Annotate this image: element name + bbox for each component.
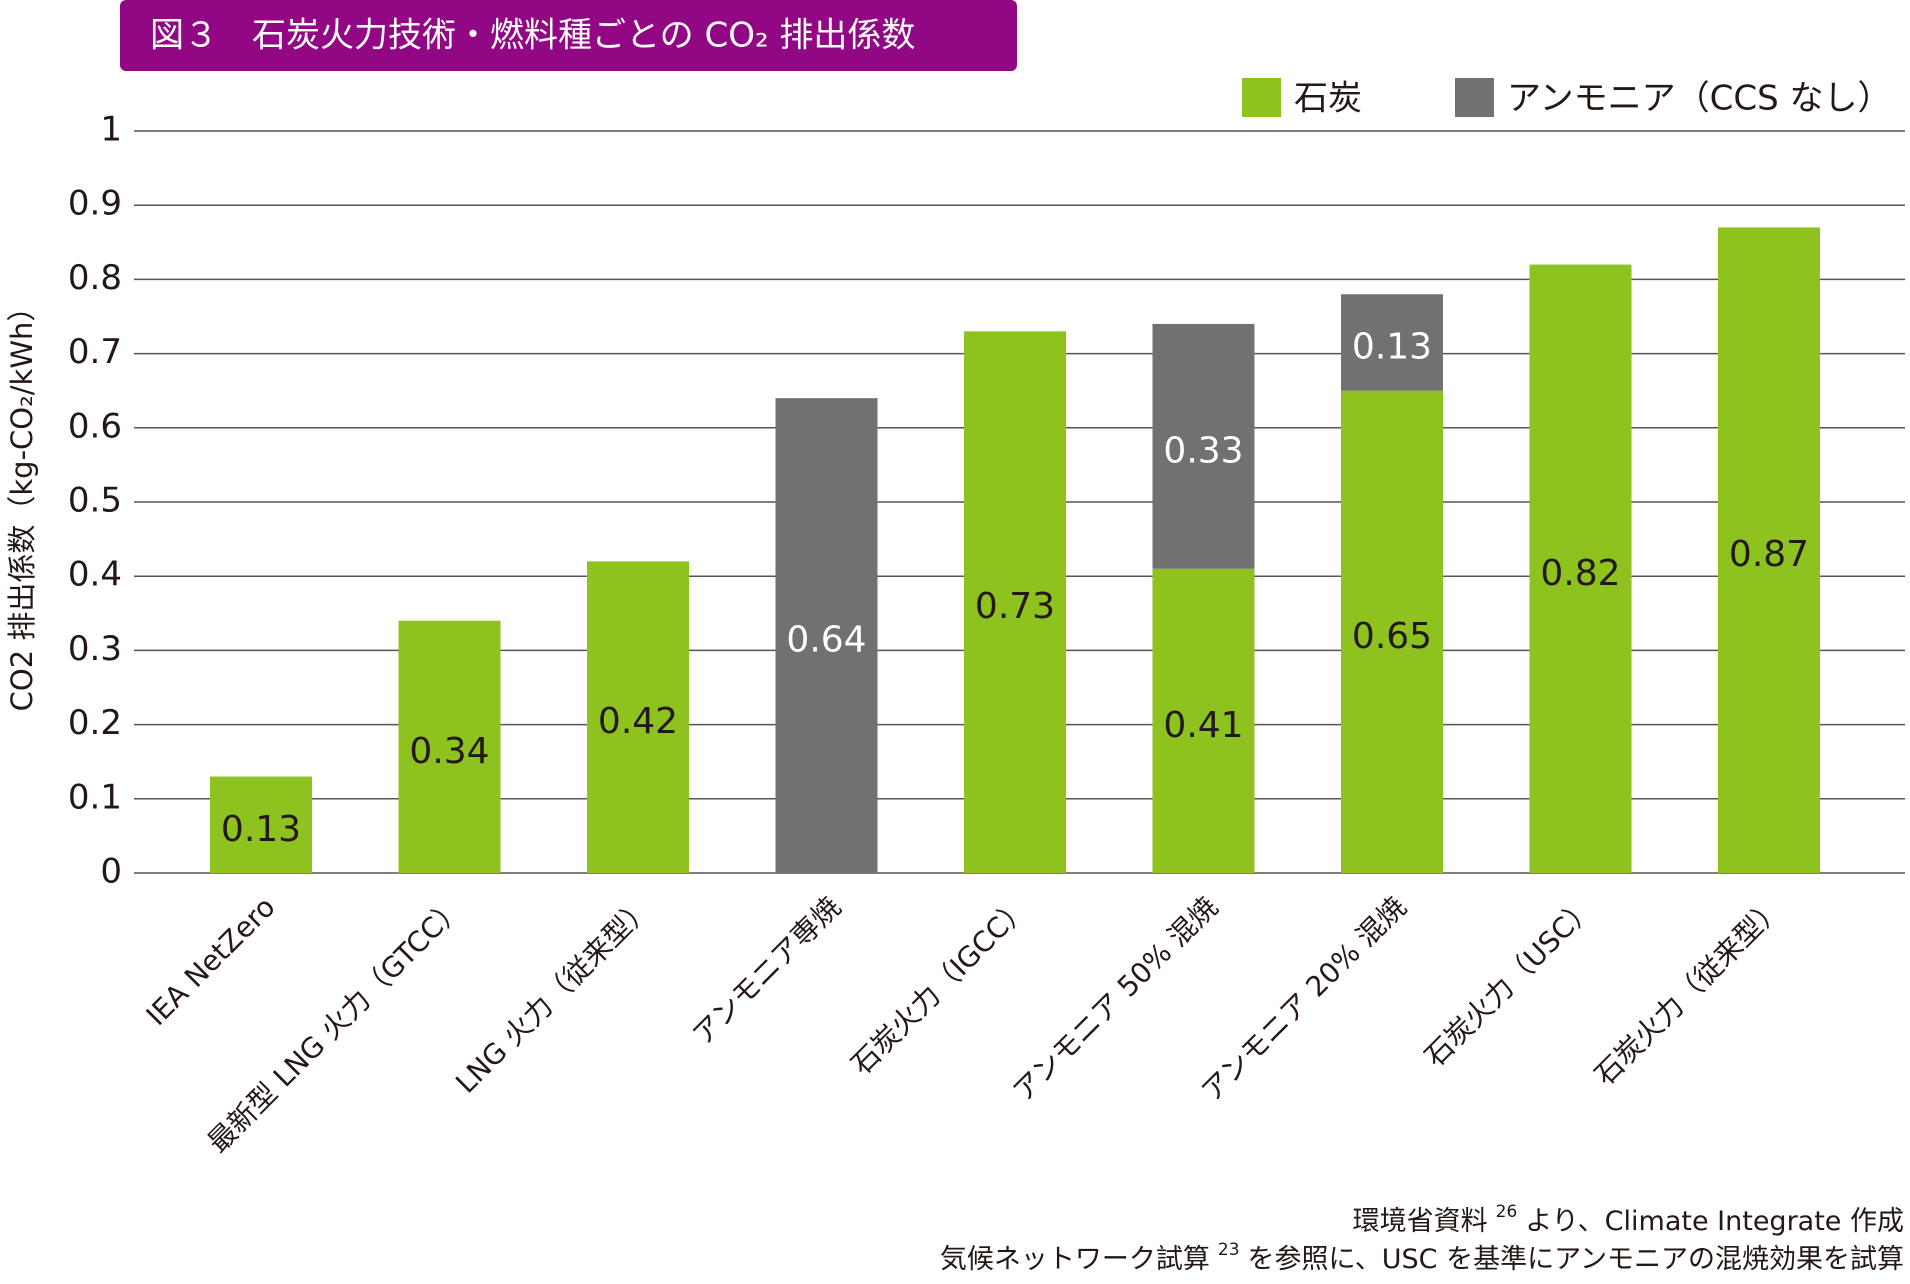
bar <box>1718 227 1820 873</box>
value-label: 0.13 <box>1352 326 1432 367</box>
bar <box>1341 294 1443 391</box>
value-label: 0.82 <box>1540 553 1620 594</box>
bar <box>1341 390 1443 873</box>
y-tick-label: 0 <box>100 852 122 892</box>
bar <box>398 620 501 873</box>
bar <box>1529 264 1632 873</box>
bar <box>587 561 689 873</box>
y-tick-label: 0.3 <box>68 629 122 669</box>
note-part: を参照に、USC を基準にアンモニアの混焼効果を試算 <box>1248 1244 1904 1275</box>
y-axis-label: CO2 排出係数（kg-CO₂/kWh） <box>5 293 39 712</box>
bar <box>775 398 878 873</box>
y-tick-label: 0.2 <box>68 703 122 743</box>
value-label: 0.13 <box>221 809 301 850</box>
y-tick-label: 0.1 <box>68 777 122 817</box>
note: 環境省資料 26 より、Climate Integrate 作成 <box>1353 1202 1904 1237</box>
note-part: 26 <box>1496 1202 1518 1222</box>
y-tick-label: 0.4 <box>68 555 122 595</box>
value-label: 0.41 <box>1163 705 1243 746</box>
x-tick-label: アンモニア専焼 <box>686 890 847 1051</box>
y-tick-label: 0.6 <box>68 406 122 446</box>
legend-label: アンモニア（CCS なし） <box>1507 79 1892 119</box>
legend-swatch <box>1242 78 1281 117</box>
value-label: 0.87 <box>1729 534 1809 575</box>
legend-swatch <box>1455 78 1494 117</box>
x-tick-label: アンモニア 20% 混焼 <box>1195 890 1413 1108</box>
value-label: 0.73 <box>975 586 1055 627</box>
bar <box>1152 568 1255 873</box>
x-tick-label: 石炭火力（従来型） <box>1588 890 1790 1092</box>
x-tick-label: 石炭火力（IGCC） <box>845 890 1036 1081</box>
bar <box>210 776 312 873</box>
note-part: 環境省資料 <box>1353 1206 1488 1237</box>
y-tick-label: 0.7 <box>68 332 122 372</box>
note: 気候ネットワーク試算 23 を参照に、USC を基準にアンモニアの混焼効果を試算 <box>940 1240 1904 1275</box>
value-label: 0.42 <box>598 701 678 742</box>
note-part: 気候ネットワーク試算 <box>940 1244 1210 1275</box>
value-label: 0.34 <box>409 731 489 772</box>
x-tick-label: アンモニア 50% 混焼 <box>1006 890 1224 1108</box>
note-part: 23 <box>1218 1240 1240 1260</box>
y-tick-label: 0.8 <box>68 258 122 298</box>
y-tick-label: 0.5 <box>68 481 122 521</box>
value-label: 0.65 <box>1352 616 1432 657</box>
y-tick-label: 0.9 <box>68 184 122 224</box>
note-part: より、Climate Integrate 作成 <box>1525 1206 1904 1237</box>
x-tick-label: LNG 火力（従来型） <box>449 890 658 1099</box>
bar <box>964 331 1066 874</box>
x-tick-label: 石炭火力（USC） <box>1418 890 1601 1073</box>
x-tick-label: IEA NetZero <box>140 890 282 1032</box>
y-tick-label: 1 <box>100 110 122 150</box>
chart-title: 図３ 石炭火力技術・燃料種ごとの CO₂ 排出係数 <box>150 16 915 56</box>
value-label: 0.33 <box>1163 430 1243 471</box>
bar <box>1152 323 1255 569</box>
title-box <box>120 0 1017 71</box>
legend-label: 石炭 <box>1294 79 1362 119</box>
value-label: 0.64 <box>786 620 866 661</box>
